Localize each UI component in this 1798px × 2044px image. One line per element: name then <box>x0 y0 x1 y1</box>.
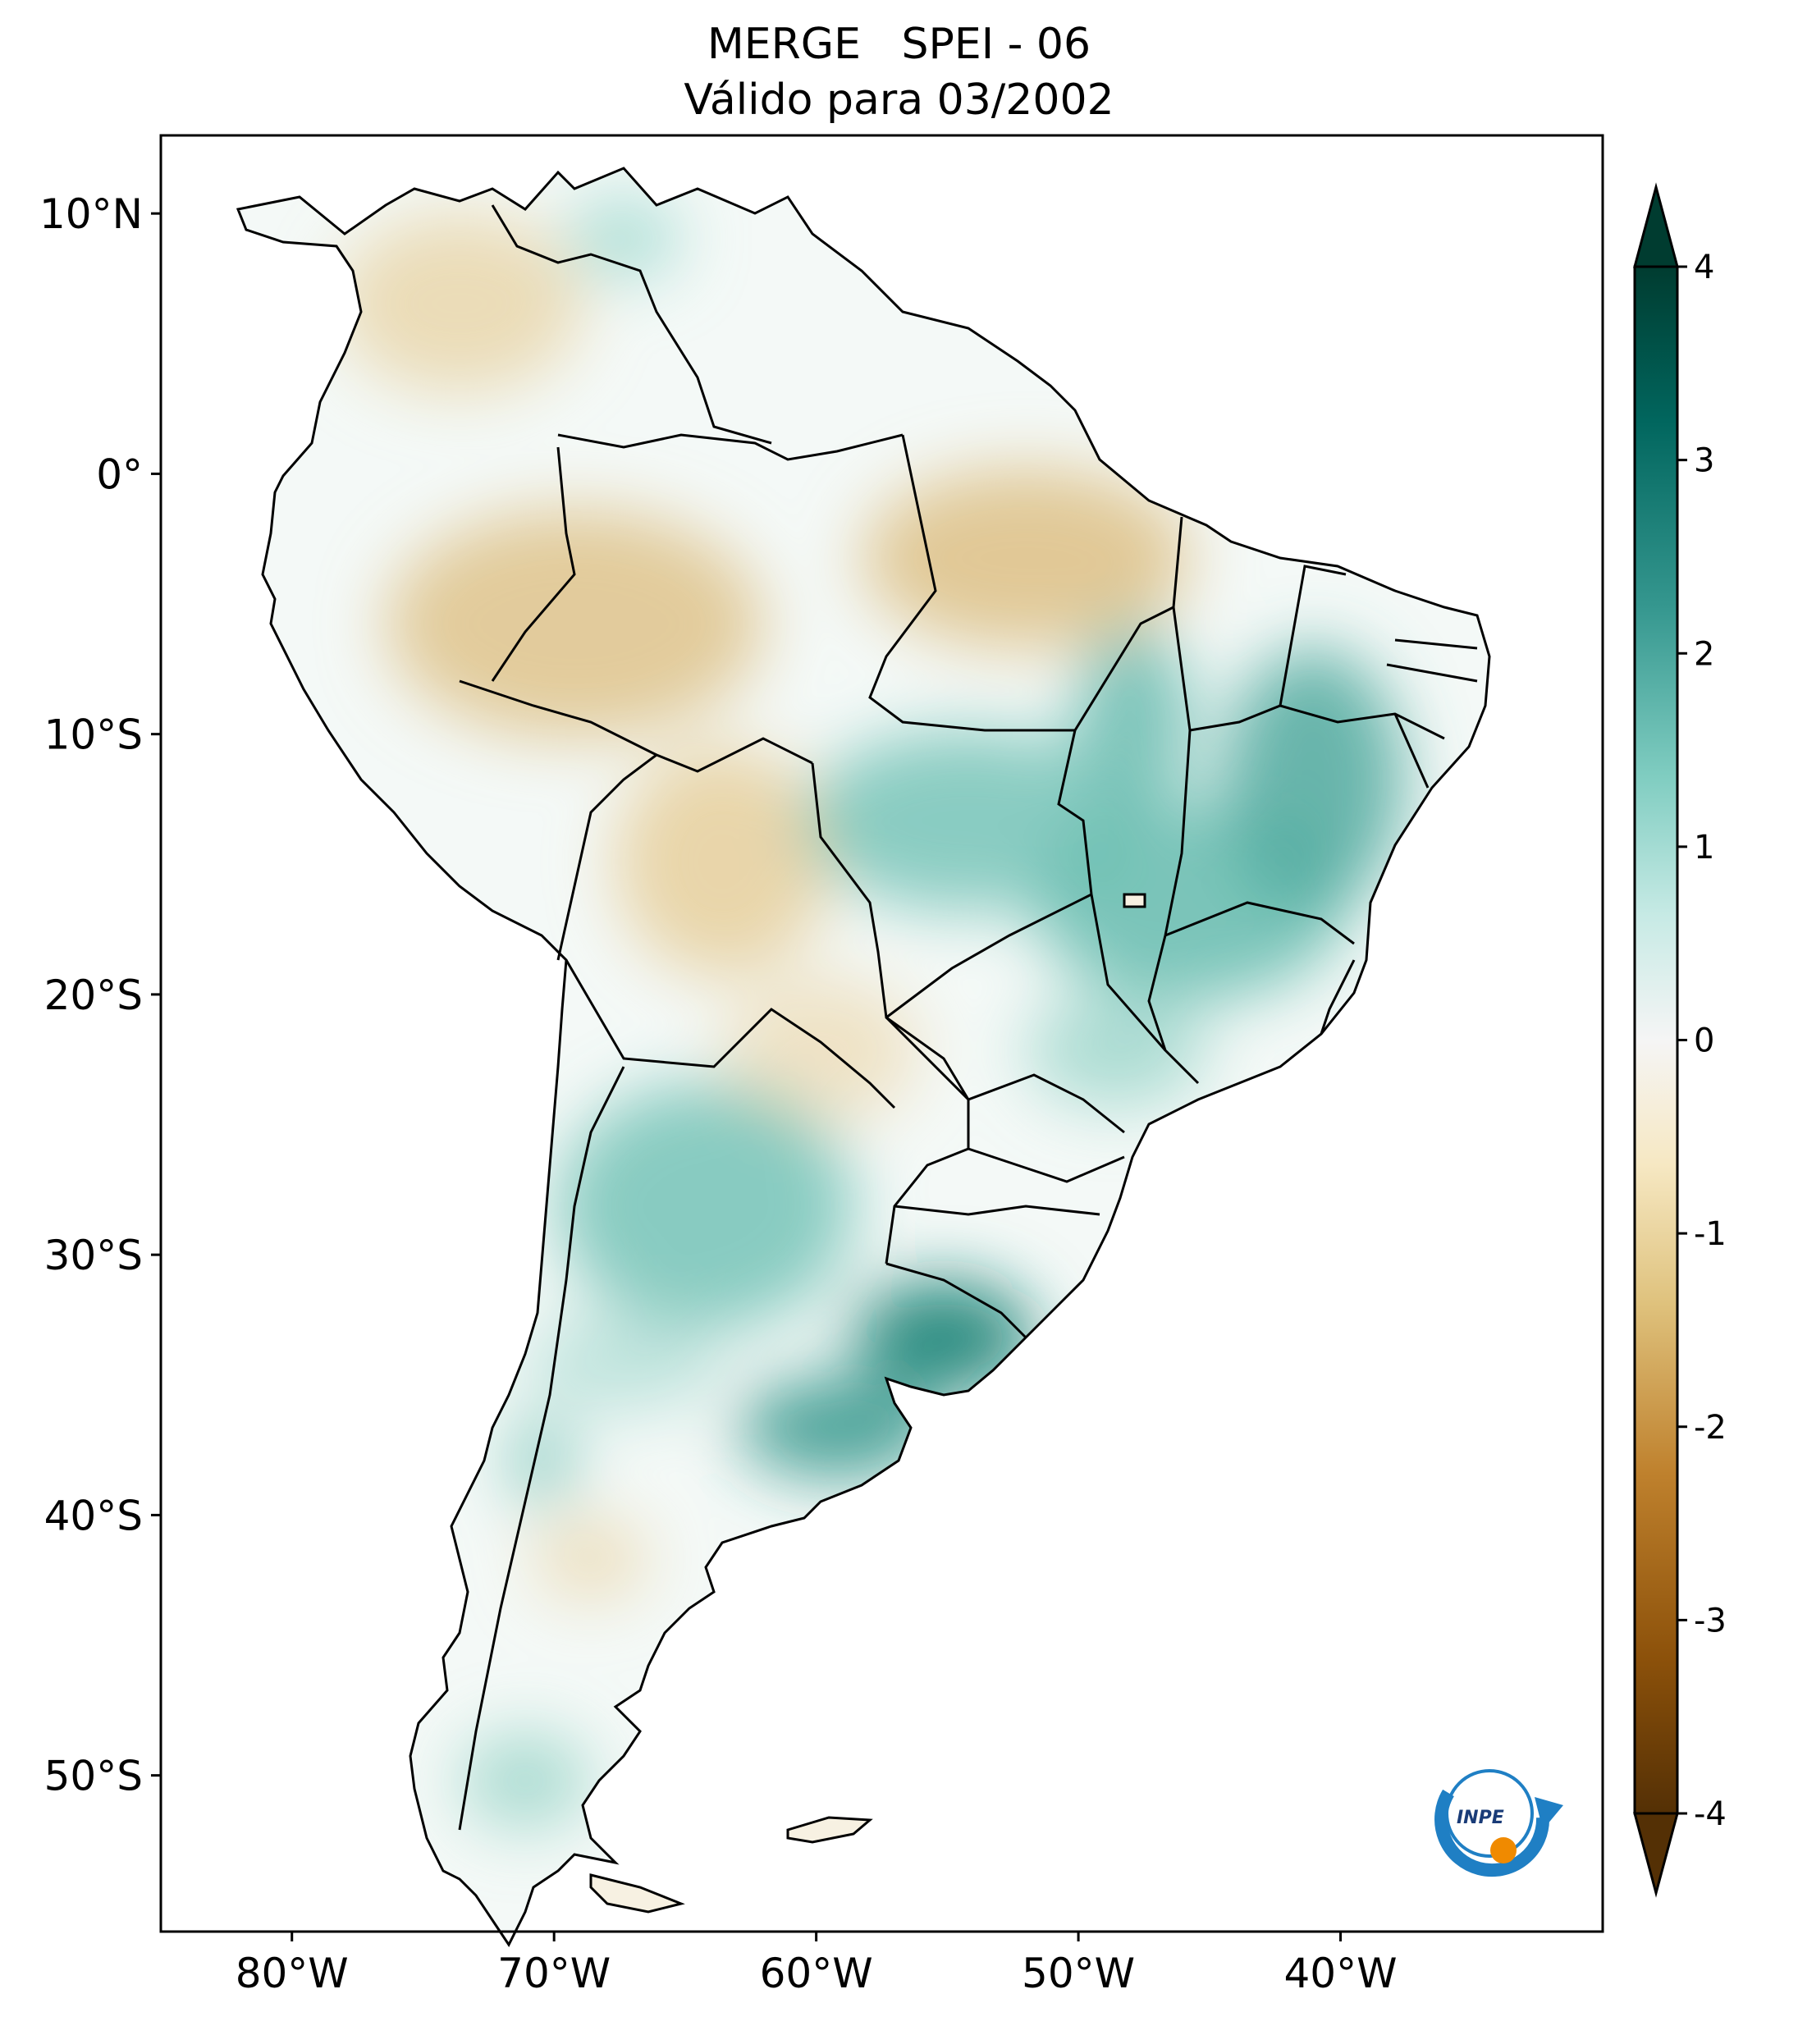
map-subtitle: Válido para 03/2002 <box>684 75 1114 125</box>
borders <box>458 204 1478 1831</box>
colorbar-bar <box>1633 265 1679 1815</box>
inpe-logo-text: INPE <box>1457 1808 1504 1828</box>
colorbar-tick-label: 2 <box>1694 635 1714 673</box>
lat-tick-label: 10°S <box>44 711 143 759</box>
colorbar: 4 3 2 1 0 -1 -2 -3 -4 <box>1633 182 1727 1898</box>
latitude-ticks: 10°N 0° 10°S 20°S 30°S 40°S 50°S <box>39 190 161 1800</box>
lat-tick-label: 10°N <box>39 190 143 238</box>
islands <box>589 893 1146 1914</box>
lat-tick-label: 20°S <box>44 972 143 1019</box>
colorbar-tick-label: 1 <box>1694 829 1714 867</box>
lat-tick-label: 40°S <box>44 1492 143 1539</box>
colorbar-extend-bottom <box>1633 1812 1679 1898</box>
lon-tick-label: 60°W <box>760 1950 873 1997</box>
lat-tick-label: 50°S <box>44 1753 143 1800</box>
lon-tick-label: 40°W <box>1284 1950 1398 1997</box>
colorbar-tick-label: -3 <box>1694 1602 1727 1639</box>
lon-tick-label: 50°W <box>1022 1950 1135 1997</box>
colorbar-tick-label: 3 <box>1694 442 1714 480</box>
colorbar-tick-label: -1 <box>1694 1215 1727 1253</box>
lon-tick-label: 70°W <box>497 1950 611 1997</box>
colorbar-tick-label: -2 <box>1694 1409 1727 1447</box>
inpe-logo: INPE <box>1434 1769 1563 1877</box>
colorbar-ticks: 4 3 2 1 0 -1 -2 -3 -4 <box>1677 249 1727 1833</box>
lat-tick-label: 30°S <box>44 1232 143 1279</box>
colorbar-tick-label: 0 <box>1694 1022 1714 1060</box>
lon-tick-label: 80°W <box>236 1950 349 1997</box>
map-title: MERGE SPEI - 06 <box>707 20 1091 69</box>
colorbar-extend-top <box>1633 182 1679 268</box>
axes-frame <box>159 134 1604 1933</box>
colorbar-tick-label: -4 <box>1694 1795 1727 1833</box>
longitude-ticks: 80°W 70°W 60°W 50°W 40°W <box>236 1932 1398 1997</box>
colorbar-tick-label: 4 <box>1694 249 1714 286</box>
lat-tick-label: 0° <box>96 450 143 498</box>
